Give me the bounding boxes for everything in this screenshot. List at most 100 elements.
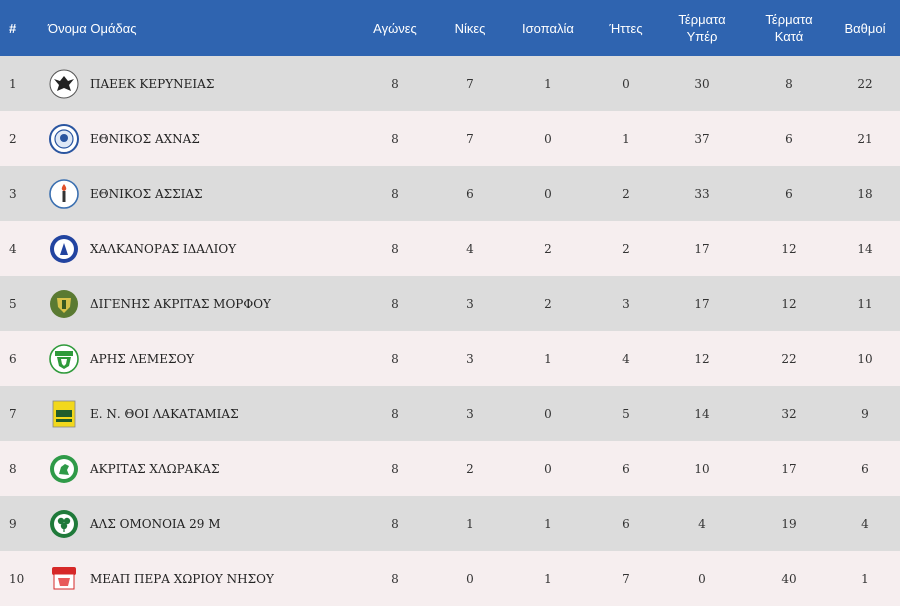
team-name[interactable]: Ε. Ν. ΘΟΙ ΛΑΚΑΤΑΜΙΑΣ bbox=[90, 406, 239, 421]
played-cell: 8 bbox=[391, 241, 399, 256]
wins-cell: 2 bbox=[466, 461, 474, 476]
team-name[interactable]: ΔΙΓΕΝΗΣ ΑΚΡΙΤΑΣ ΜΟΡΦΟΥ bbox=[90, 296, 271, 311]
table-row-4: 4 ΧΑΛΚΑΝΟΡΑΣ ΙΔΑΛΙΟΥ 8 4 2 2 17 12 14 bbox=[0, 221, 900, 276]
wins-cell: 1 bbox=[466, 516, 474, 531]
header-wins[interactable]: Νίκες bbox=[454, 20, 486, 36]
header-goals-for-line2: Υπέρ bbox=[686, 29, 718, 44]
draws-cell: 0 bbox=[544, 406, 552, 421]
goals-for-cell: 0 bbox=[698, 571, 706, 586]
team-cell: ΕΘΝΙΚΟΣ ΑΣΣΙΑΣ bbox=[36, 166, 350, 221]
header-goals-for[interactable]: Τέρματα Υπέρ bbox=[656, 0, 748, 56]
team-cell: ΧΑΛΚΑΝΟΡΑΣ ΙΔΑΛΙΟΥ bbox=[36, 221, 350, 276]
draws-cell: 0 bbox=[544, 461, 552, 476]
table-row-3: 3 ΕΘΝΙΚΟΣ ΑΣΣΙΑΣ 8 6 0 2 33 6 18 bbox=[0, 166, 900, 221]
team-name[interactable]: ΕΘΝΙΚΟΣ ΑΣΣΙΑΣ bbox=[90, 186, 203, 201]
table-row-8: 8 ΑΚΡΙΤΑΣ ΧΛΩΡΑΚΑΣ 8 2 0 6 10 17 6 bbox=[0, 441, 900, 496]
table-row-2: 2 ΕΘΝΙΚΟΣ ΑΧΝΑΣ 8 7 0 1 37 6 21 bbox=[0, 111, 900, 166]
points-cell: 1 bbox=[861, 571, 869, 586]
team-cell: ΔΙΓΕΝΗΣ ΑΚΡΙΤΑΣ ΜΟΡΦΟΥ bbox=[36, 276, 350, 331]
points-cell: 18 bbox=[857, 186, 873, 201]
header-points[interactable]: Βαθμοί bbox=[844, 20, 886, 36]
team-name[interactable]: ΠΑΕΕΚ ΚΕΡΥΝΕΙΑΣ bbox=[90, 76, 215, 91]
table-header: # Όνομα Ομάδας Αγώνες Νίκες Ισοπαλία Ήττ… bbox=[0, 0, 900, 56]
wins-cell: 7 bbox=[466, 131, 474, 146]
losses-cell: 6 bbox=[622, 516, 630, 531]
losses-cell: 0 bbox=[622, 76, 630, 91]
goals-for-cell: 10 bbox=[694, 461, 710, 476]
header-team-name[interactable]: Όνομα Ομάδας bbox=[48, 20, 137, 36]
wins-cell: 7 bbox=[466, 76, 474, 91]
goals-for-cell: 30 bbox=[694, 76, 710, 91]
team-name[interactable]: ΑΚΡΙΤΑΣ ΧΛΩΡΑΚΑΣ bbox=[90, 461, 220, 476]
losses-cell: 1 bbox=[622, 131, 630, 146]
table-row-5: 5 ΔΙΓΕΝΗΣ ΑΚΡΙΤΑΣ ΜΟΡΦΟΥ 8 3 2 3 17 12 1… bbox=[0, 276, 900, 331]
losses-cell: 6 bbox=[622, 461, 630, 476]
played-cell: 8 bbox=[391, 516, 399, 531]
table-row-9: 9 ΑΛΣ ΟΜΟΝΟΙΑ 29 Μ 8 1 1 6 4 19 4 bbox=[0, 496, 900, 551]
goals-against-cell: 12 bbox=[781, 296, 797, 311]
position-cell: 9 bbox=[9, 516, 17, 531]
goals-for-cell: 17 bbox=[694, 296, 710, 311]
played-cell: 8 bbox=[391, 76, 399, 91]
header-goals-against-line2: Κατά bbox=[774, 29, 804, 44]
points-cell: 11 bbox=[857, 296, 873, 311]
position-cell: 6 bbox=[9, 351, 17, 366]
position-cell: 5 bbox=[9, 296, 17, 311]
header-goals-against[interactable]: Τέρματα Κατά bbox=[748, 0, 830, 56]
header-losses[interactable]: Ήττες bbox=[609, 20, 643, 36]
blue-round-crest-icon bbox=[47, 122, 81, 156]
losses-cell: 2 bbox=[622, 186, 630, 201]
goals-against-cell: 19 bbox=[781, 516, 797, 531]
points-cell: 4 bbox=[861, 516, 869, 531]
team-name[interactable]: ΑΡΗΣ ΛΕΜΕΣΟΥ bbox=[90, 351, 195, 366]
team-name[interactable]: ΕΘΝΙΚΟΣ ΑΧΝΑΣ bbox=[90, 131, 200, 146]
header-row: # Όνομα Ομάδας Αγώνες Νίκες Ισοπαλία Ήττ… bbox=[0, 0, 900, 56]
goals-for-cell: 33 bbox=[694, 186, 710, 201]
position-cell: 4 bbox=[9, 241, 17, 256]
points-cell: 14 bbox=[857, 241, 873, 256]
position-cell: 1 bbox=[9, 76, 17, 91]
team-cell: ΑΛΣ ΟΜΟΝΟΙΑ 29 Μ bbox=[36, 496, 350, 551]
played-cell: 8 bbox=[391, 461, 399, 476]
goals-for-cell: 12 bbox=[694, 351, 710, 366]
goals-against-cell: 32 bbox=[781, 406, 797, 421]
points-cell: 22 bbox=[857, 76, 873, 91]
header-played[interactable]: Αγώνες bbox=[373, 20, 417, 36]
red-meap-crest-icon bbox=[47, 562, 81, 596]
goals-against-cell: 40 bbox=[781, 571, 797, 586]
goals-against-cell: 6 bbox=[785, 186, 793, 201]
team-name[interactable]: ΑΛΣ ΟΜΟΝΟΙΑ 29 Μ bbox=[90, 516, 221, 531]
losses-cell: 5 bbox=[622, 406, 630, 421]
table-body: 1 ΠΑΕΕΚ ΚΕΡΥΝΕΙΑΣ 8 7 1 0 30 8 22 2 ΕΘΝΙ… bbox=[0, 56, 900, 606]
draws-cell: 1 bbox=[544, 351, 552, 366]
header-goals-for-line1: Τέρματα bbox=[678, 12, 726, 27]
yellow-square-crest-icon bbox=[47, 397, 81, 431]
losses-cell: 2 bbox=[622, 241, 630, 256]
table-row-10: 10 ΜΕΑΠ ΠΕΡΑ ΧΩΡΙΟΥ ΝΗΣΟΥ 8 0 1 7 0 40 1 bbox=[0, 551, 900, 606]
played-cell: 8 bbox=[391, 406, 399, 421]
green-horse-crest-icon bbox=[47, 452, 81, 486]
wins-cell: 0 bbox=[466, 571, 474, 586]
team-name[interactable]: ΧΑΛΚΑΝΟΡΑΣ ΙΔΑΛΙΟΥ bbox=[90, 241, 237, 256]
goals-against-cell: 17 bbox=[781, 461, 797, 476]
table-row-7: 7 Ε. Ν. ΘΟΙ ΛΑΚΑΤΑΜΙΑΣ 8 3 0 5 14 32 9 bbox=[0, 386, 900, 441]
team-cell: Ε. Ν. ΘΟΙ ΛΑΚΑΤΑΜΙΑΣ bbox=[36, 386, 350, 441]
header-goals-against-line1: Τέρματα bbox=[765, 12, 813, 27]
header-draws[interactable]: Ισοπαλία bbox=[522, 20, 574, 36]
header-position[interactable]: # bbox=[9, 20, 17, 36]
draws-cell: 0 bbox=[544, 131, 552, 146]
goals-against-cell: 6 bbox=[785, 131, 793, 146]
losses-cell: 4 bbox=[622, 351, 630, 366]
green-shield-crest-icon bbox=[47, 287, 81, 321]
goals-for-cell: 14 bbox=[694, 406, 710, 421]
team-cell: ΕΘΝΙΚΟΣ ΑΧΝΑΣ bbox=[36, 111, 350, 166]
losses-cell: 3 bbox=[622, 296, 630, 311]
team-name[interactable]: ΜΕΑΠ ΠΕΡΑ ΧΩΡΙΟΥ ΝΗΣΟΥ bbox=[90, 571, 274, 586]
goals-for-cell: 37 bbox=[694, 131, 710, 146]
team-cell: ΑΡΗΣ ΛΕΜΕΣΟΥ bbox=[36, 331, 350, 386]
goals-for-cell: 17 bbox=[694, 241, 710, 256]
green-white-crest-icon bbox=[47, 342, 81, 376]
played-cell: 8 bbox=[391, 186, 399, 201]
position-cell: 2 bbox=[9, 131, 17, 146]
